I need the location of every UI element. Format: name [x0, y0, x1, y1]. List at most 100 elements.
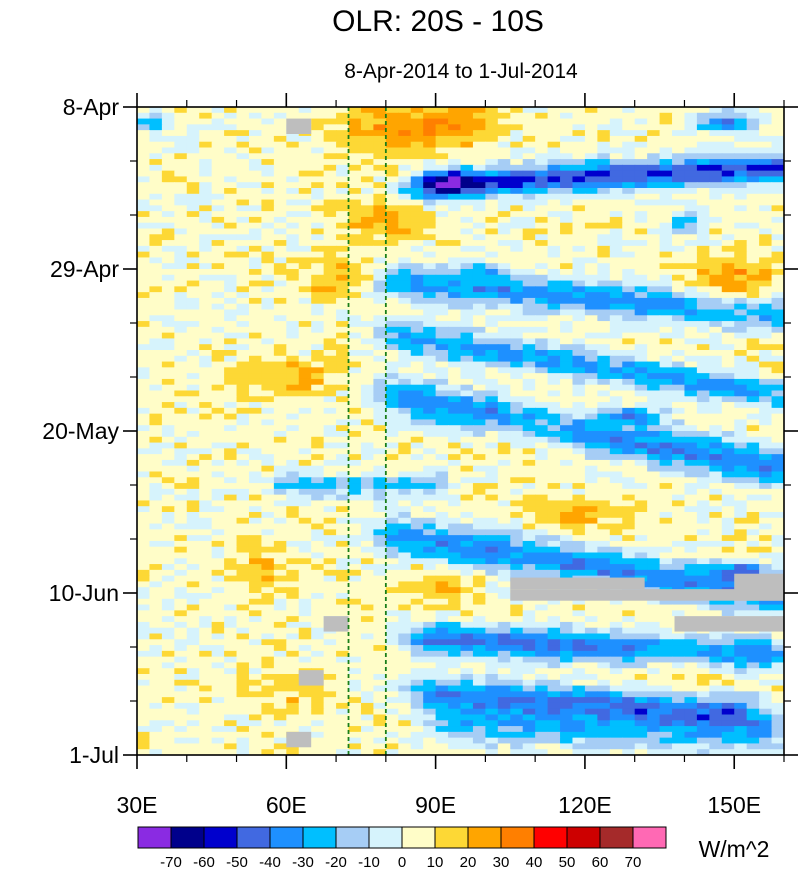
- field-cell: [211, 575, 225, 583]
- field-cell: [746, 540, 760, 548]
- field-cell: [696, 326, 710, 334]
- field-cell: [161, 390, 175, 397]
- field-cell: [410, 355, 424, 363]
- field-cell: [174, 465, 188, 473]
- field-cell: [174, 222, 188, 230]
- field-cell: [597, 604, 611, 611]
- field-cell: [311, 112, 325, 120]
- field-cell: [634, 107, 648, 114]
- field-cell: [248, 569, 263, 577]
- field-cell: [510, 367, 524, 374]
- field-cell: [584, 569, 598, 577]
- field-cell: [460, 361, 474, 368]
- field-cell: [597, 396, 611, 403]
- field-cell: [522, 159, 536, 166]
- field-cell: [584, 315, 598, 322]
- field-cell: [423, 309, 437, 316]
- field-cell: [373, 581, 387, 588]
- field-cell: [584, 645, 598, 652]
- field-cell: [485, 257, 499, 264]
- field-cell: [149, 546, 163, 554]
- field-cell: [535, 245, 549, 253]
- field-cell: [273, 575, 287, 583]
- field-cell: [448, 442, 462, 449]
- field-cell: [448, 315, 462, 322]
- field-cell: [423, 477, 437, 484]
- field-cell: [186, 378, 200, 386]
- field-cell: [472, 292, 486, 299]
- field-cell: [211, 564, 225, 571]
- field-cell: [336, 315, 350, 322]
- field-cell: [485, 159, 499, 166]
- field-cell: [622, 396, 636, 403]
- field-cell: [572, 639, 586, 646]
- field-cell: [224, 315, 238, 322]
- field-cell: [398, 610, 412, 617]
- field-cell: [336, 384, 350, 392]
- field-cell: [510, 164, 524, 172]
- field-cell: [211, 274, 225, 282]
- field-cell: [448, 257, 462, 264]
- field-cell: [174, 164, 188, 172]
- field-cell: [510, 350, 524, 357]
- field-cell: [460, 442, 474, 449]
- field-cell: [472, 454, 486, 461]
- field-cell: [323, 604, 337, 611]
- field-cell: [224, 216, 238, 224]
- field-cell: [510, 135, 524, 143]
- field-cell: [224, 471, 238, 478]
- field-cell: [759, 234, 773, 241]
- field-cell: [510, 124, 524, 131]
- field-cell: [734, 176, 748, 183]
- field-cell: [248, 245, 263, 253]
- field-cell: [510, 558, 524, 565]
- field-cell: [298, 413, 312, 421]
- field-cell: [759, 147, 773, 154]
- field-cell: [572, 564, 586, 571]
- field-cell: [348, 407, 362, 415]
- field-cell: [186, 616, 200, 623]
- field-cell: [311, 222, 325, 230]
- field-cell: [336, 130, 350, 137]
- field-cell: [199, 500, 213, 507]
- field-cell: [734, 494, 748, 502]
- field-cell: [560, 107, 574, 114]
- field-cell: [323, 182, 337, 189]
- field-cell: [485, 269, 499, 276]
- field-cell: [336, 459, 350, 467]
- field-cell: [584, 367, 598, 374]
- field-cell: [535, 645, 549, 652]
- field-cell: [323, 407, 337, 415]
- field-cell: [199, 251, 213, 259]
- field-cell: [248, 118, 263, 125]
- field-cell: [137, 540, 151, 548]
- field-cell: [385, 656, 399, 664]
- field-cell: [423, 656, 437, 664]
- field-cell: [535, 407, 549, 415]
- field-cell: [174, 309, 188, 316]
- field-cell: [759, 112, 773, 120]
- field-cell: [423, 332, 437, 340]
- field-cell: [485, 309, 499, 316]
- field-cell: [336, 199, 350, 206]
- field-cell: [186, 107, 200, 114]
- field-cell: [435, 292, 449, 299]
- field-cell: [535, 107, 549, 114]
- field-cell: [323, 598, 337, 606]
- field-cell: [510, 222, 524, 230]
- field-cell: [174, 367, 188, 374]
- field-cell: [149, 373, 163, 380]
- field-cell: [385, 141, 399, 149]
- field-cell: [547, 292, 561, 299]
- field-cell: [721, 199, 735, 206]
- field-cell: [572, 216, 586, 224]
- field-cell: [510, 332, 524, 340]
- field-cell: [410, 523, 424, 530]
- field-cell: [560, 523, 574, 530]
- field-cell: [311, 297, 325, 305]
- field-cell: [659, 118, 673, 125]
- field-cell: [286, 355, 300, 363]
- field-cell: [373, 286, 387, 293]
- field-cell: [510, 240, 524, 247]
- field-cell: [199, 512, 213, 519]
